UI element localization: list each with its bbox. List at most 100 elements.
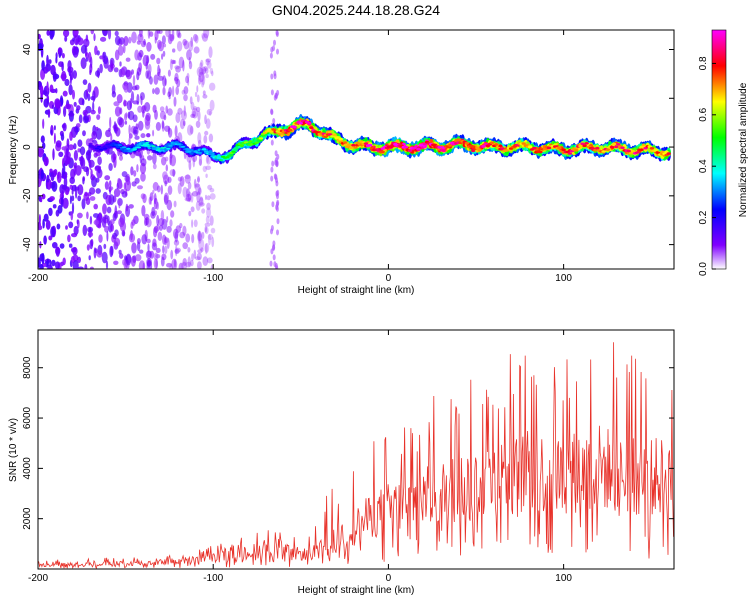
spectrogram-ytick-label: 40 [22,44,33,56]
spectrogram-stripe-speck [274,157,278,164]
spectrogram-ridge-cell [363,142,369,146]
spectrogram-noise-speck [193,46,200,54]
spectrogram-noise-speck [209,82,216,91]
spectrogram-noise-speck [159,110,166,120]
spectrogram-noise-speck [39,197,43,203]
spectrogram-noise-speck [196,94,200,103]
spectrogram-noise-speck [59,184,66,195]
spectrogram-ytick-label: -20 [22,188,33,203]
spectrogram-ridge-cell [412,146,417,150]
spectrogram-noise-speck [197,249,203,254]
spectrogram-noise-speck [206,202,211,211]
spectrogram-noise-speck [168,94,171,100]
colorbar-tick-label: 0.2 [698,210,709,224]
spectrogram-ridge-cell [649,147,655,150]
snr-xtick-label: -200 [28,573,48,584]
spectrogram-noise-speck [118,249,122,255]
spectrogram-noise-speck [69,184,72,190]
spectrogram-noise-speck [154,109,158,120]
spectrogram-noise-speck [209,110,212,116]
spectrogram-noise-speck [112,232,118,240]
spectrogram-noise-speck [137,238,141,245]
spectrogram-noise-speck [147,243,150,252]
spectrogram-noise-speck [116,210,122,215]
spectrogram-noise-speck [38,33,41,40]
spectrogram-xtick-label: 100 [555,273,572,284]
spectrogram-ytick-label: 0 [22,144,33,150]
spectrogram-noise-speck [79,155,84,167]
spectrogram-noise-speck [137,185,143,190]
spectrogram-stripe-speck [273,70,277,77]
spectrogram-noise-speck [179,231,186,239]
spectrogram-noise-speck [191,219,194,228]
spectrogram-noise-speck [208,133,214,143]
spectrogram-noise-speck [94,165,102,171]
spectrogram-noise-speck [95,70,101,77]
spectrogram-ridge-cell [368,143,373,147]
spectrogram-noise-speck [175,245,178,257]
spectrogram-ridge-cell [292,125,297,129]
spectrogram-ridge-cell [201,148,207,151]
spectrogram-noise-speck [109,116,112,129]
spectrogram-noise-speck [38,81,42,88]
spectrogram-noise-speck [192,110,197,117]
spectrogram-noise-speck [164,156,169,162]
spectrogram-noise-speck [186,49,192,61]
spectrogram-noise-speck [95,128,102,140]
spectrogram-image [38,30,671,269]
spectrogram-ridge-cell [653,148,659,151]
snr-ytick-label: 8000 [22,356,33,379]
spectrogram-noise-speck [182,242,188,250]
spectrogram-ridge-cell [143,143,148,146]
spectrogram-noise-speck [198,68,205,75]
spectrogram-noise-speck [65,148,69,158]
spectrogram-noise-speck [167,108,173,116]
spectrogram-noise-speck [55,247,61,255]
spectrogram-noise-speck [71,233,78,238]
spectrogram-noise-speck [185,75,190,84]
spectrogram-ridge-cell [180,145,186,148]
snr-ylabel: SNR (10 * v/v) [8,418,19,482]
spectrogram-noise-speck [56,171,62,184]
spectrogram-noise-speck [125,203,129,212]
spectrogram-noise-speck [195,200,201,211]
spectrogram-noise-speck [190,113,196,118]
spectrogram-noise-speck [84,263,88,269]
spectrogram-noise-speck [90,30,95,35]
snr-xtick-label: -100 [203,573,223,584]
spectrogram-noise-speck [76,105,81,111]
spectrogram-stripe-speck [275,30,279,36]
spectrogram-noise-speck [142,109,145,118]
spectrogram-noise-speck [96,114,101,120]
spectrogram-ridge-cell [605,148,610,151]
spectrogram-ridge-cell [620,146,625,149]
spectrogram-noise-speck [190,101,195,111]
spectrogram-noise-speck [94,45,98,56]
spectrogram-noise-speck [61,53,65,59]
spectrogram-noise-speck [87,93,91,102]
spectrogram-noise-speck [72,246,78,256]
spectrogram-noise-speck [139,249,144,254]
spectrogram-noise-speck [116,94,123,104]
spectrogram-noise-speck [152,88,155,95]
spectrogram-noise-speck [77,195,82,202]
spectrogram-noise-speck [85,166,90,177]
spectrogram-noise-speck [170,210,175,218]
spectrogram-noise-speck [118,199,121,209]
spectrogram-noise-speck [46,258,50,267]
spectrogram-noise-speck [149,192,154,202]
snr-ytick-label: 4000 [22,457,33,480]
colorbar-gradient [711,29,727,270]
spectrogram-noise-speck [188,60,193,70]
spectrogram-noise-speck [87,231,94,238]
spectrogram-noise-speck [50,226,56,238]
spectrogram-noise-speck [191,108,198,119]
spectrogram-noise-speck [47,264,53,269]
spectrogram-noise-speck [174,248,180,254]
spectrogram-noise-speck [202,94,208,99]
spectrogram-noise-speck [196,106,201,112]
spectrogram-noise-speck [194,91,198,98]
spectrogram-noise-speck [162,171,168,180]
spectrogram-noise-speck [131,242,137,254]
spectrogram-noise-speck [52,242,58,249]
